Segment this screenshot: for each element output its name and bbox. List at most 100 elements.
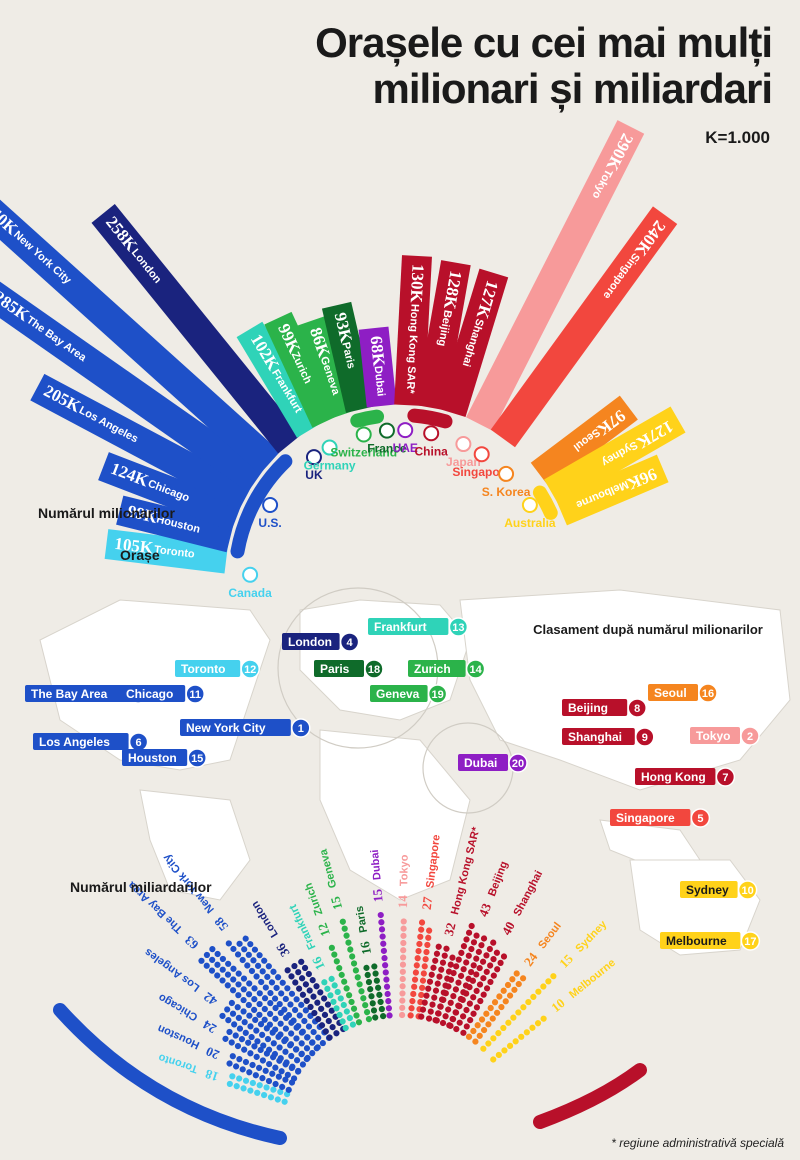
- dot-los-angeles-28: [247, 1023, 254, 1030]
- dot-los-angeles-12: [271, 1050, 279, 1058]
- dot-singapore-26: [418, 919, 426, 926]
- rank-city-seoul: Seoul: [654, 686, 687, 700]
- dot-chicago-2: [284, 1071, 291, 1078]
- bar-rect-houston: [116, 495, 234, 553]
- dot-melbourne-2: [501, 1047, 508, 1054]
- rank-badge-chicago: [185, 684, 205, 704]
- dot-singapore-10: [411, 976, 419, 983]
- dot-the-bay-area-32: [261, 995, 269, 1002]
- dot-new-york-city-13: [301, 1017, 308, 1025]
- dot-london-28: [298, 975, 306, 982]
- dot-the-bay-area-42: [229, 987, 237, 994]
- dot-label-houston: Houston: [156, 1022, 202, 1051]
- dot-tokyo-6: [399, 968, 406, 975]
- dot-los-angeles-16: [270, 1040, 277, 1047]
- dot-new-york-city-57: [225, 940, 232, 947]
- dot-chicago-18: [234, 1042, 242, 1050]
- rank-city-london: London: [288, 635, 332, 649]
- dot-london-13: [318, 1005, 325, 1012]
- dot-los-angeles-4: [293, 1057, 301, 1064]
- billionaires-axis-label: Numărul miliardarilor: [70, 879, 212, 895]
- dot-hong-kong-sar-26: [447, 961, 454, 968]
- dot-shanghai-25: [480, 975, 487, 982]
- dot-column-tokyo: 14 Tokyo: [395, 854, 411, 1019]
- dot-value-seoul: 24: [521, 949, 541, 969]
- dot-the-bay-area-25: [267, 1010, 274, 1017]
- dot-new-york-city-42: [248, 967, 256, 975]
- cities-axis-label: Orașe: [120, 547, 160, 563]
- bar-label-paris: Paris: [339, 341, 357, 370]
- dot-tokyo-3: [399, 990, 406, 997]
- dot-london-35: [298, 958, 305, 965]
- switzerland-arc: [350, 409, 385, 428]
- dot-chicago-6: [272, 1064, 279, 1071]
- dot-singapore-4: [409, 998, 416, 1005]
- rank-badge-dubai: [508, 753, 528, 773]
- dot-label-paris: Paris: [354, 905, 370, 934]
- dot-the-bay-area-60: [198, 957, 205, 964]
- dot-chicago-22: [222, 1035, 229, 1042]
- dot-frankfurt-7: [340, 1001, 347, 1009]
- rank-number-sydney: 10: [741, 885, 753, 897]
- dot-paris-15: [371, 963, 378, 970]
- dot-new-york-city-45: [244, 962, 251, 969]
- dot-tokyo-11: [400, 932, 407, 939]
- dot-singapore-22: [417, 933, 424, 940]
- rank-tag-hong-kong: Hong Kong 7: [635, 767, 736, 787]
- dot-shanghai-2: [460, 1029, 467, 1036]
- rank-number-tokyo: 2: [747, 731, 753, 743]
- dot-shanghai-0: [446, 1022, 453, 1029]
- dot-toronto-9: [256, 1082, 263, 1089]
- dot-beijing-6: [437, 1003, 444, 1010]
- rank-number-zurich: 14: [469, 664, 482, 676]
- rank-tag-bg-sydney: [680, 881, 738, 898]
- dot-dubai-12: [378, 926, 386, 933]
- dot-beijing-30: [458, 949, 465, 956]
- bar-rect-london: [91, 203, 302, 454]
- rank-number-paris: 18: [368, 664, 380, 676]
- rank-tag-los-angeles: Los Angeles 6: [33, 732, 149, 752]
- dot-value-los-angeles: 42: [201, 989, 220, 1009]
- dot-new-york-city-52: [241, 946, 248, 953]
- dot-beijing-3: [435, 1010, 442, 1017]
- dot-value-paris: 16: [357, 940, 374, 956]
- dot-label-tokyo: Tokyo: [398, 854, 411, 886]
- country-label-singapore: Singapore: [452, 465, 511, 479]
- dot-zurich-4: [346, 992, 353, 999]
- dot-value-singapore: 27: [419, 895, 436, 910]
- dot-paris-8: [367, 986, 374, 993]
- dot-singapore-19: [423, 948, 430, 956]
- dot-beijing-40: [473, 932, 480, 939]
- dot-seoul-9: [489, 1015, 496, 1022]
- dot-value-tokyo: 14: [395, 895, 410, 909]
- rank-tag-bg-zurich: [408, 660, 466, 677]
- rank-number-melbourne: 17: [744, 936, 756, 948]
- dot-the-bay-area-37: [245, 991, 253, 998]
- dot-toronto-10: [247, 1087, 254, 1094]
- dot-the-bay-area-28: [261, 1005, 268, 1013]
- rank-number-toronto: 12: [244, 664, 256, 676]
- rank-badge-geneva: [427, 684, 448, 704]
- dot-zurich-7: [338, 971, 345, 978]
- dot-hong-kong-sar-30: [435, 943, 442, 950]
- dot-singapore-17: [422, 956, 429, 963]
- dot-shanghai-21: [469, 977, 477, 984]
- dot-dubai-10: [380, 940, 387, 947]
- dot-seoul-5: [480, 1026, 488, 1034]
- dot-new-york-city-56: [242, 935, 249, 942]
- chart-labels: CanadaU.S.UKGermanySwitzerlandFranceUAEC…: [25, 422, 763, 951]
- rank-city-melbourne: Melbourne: [666, 934, 727, 948]
- bar-rect-tokyo: [466, 120, 645, 431]
- dot-beijing-25: [460, 966, 467, 973]
- dot-seoul-10: [487, 1004, 494, 1012]
- dot-geneva-12: [343, 932, 350, 939]
- dot-geneva-13: [341, 925, 348, 932]
- dot-hong-kong-sar-6: [421, 999, 428, 1006]
- rank-city-dubai: Dubai: [464, 756, 497, 770]
- dot-beijing-18: [447, 976, 455, 983]
- dot-label-dubai: Dubai: [369, 849, 384, 880]
- dot-london-27: [292, 979, 299, 986]
- dot-new-york-city-21: [281, 1006, 288, 1013]
- dot-hong-kong-sar-13: [432, 987, 440, 994]
